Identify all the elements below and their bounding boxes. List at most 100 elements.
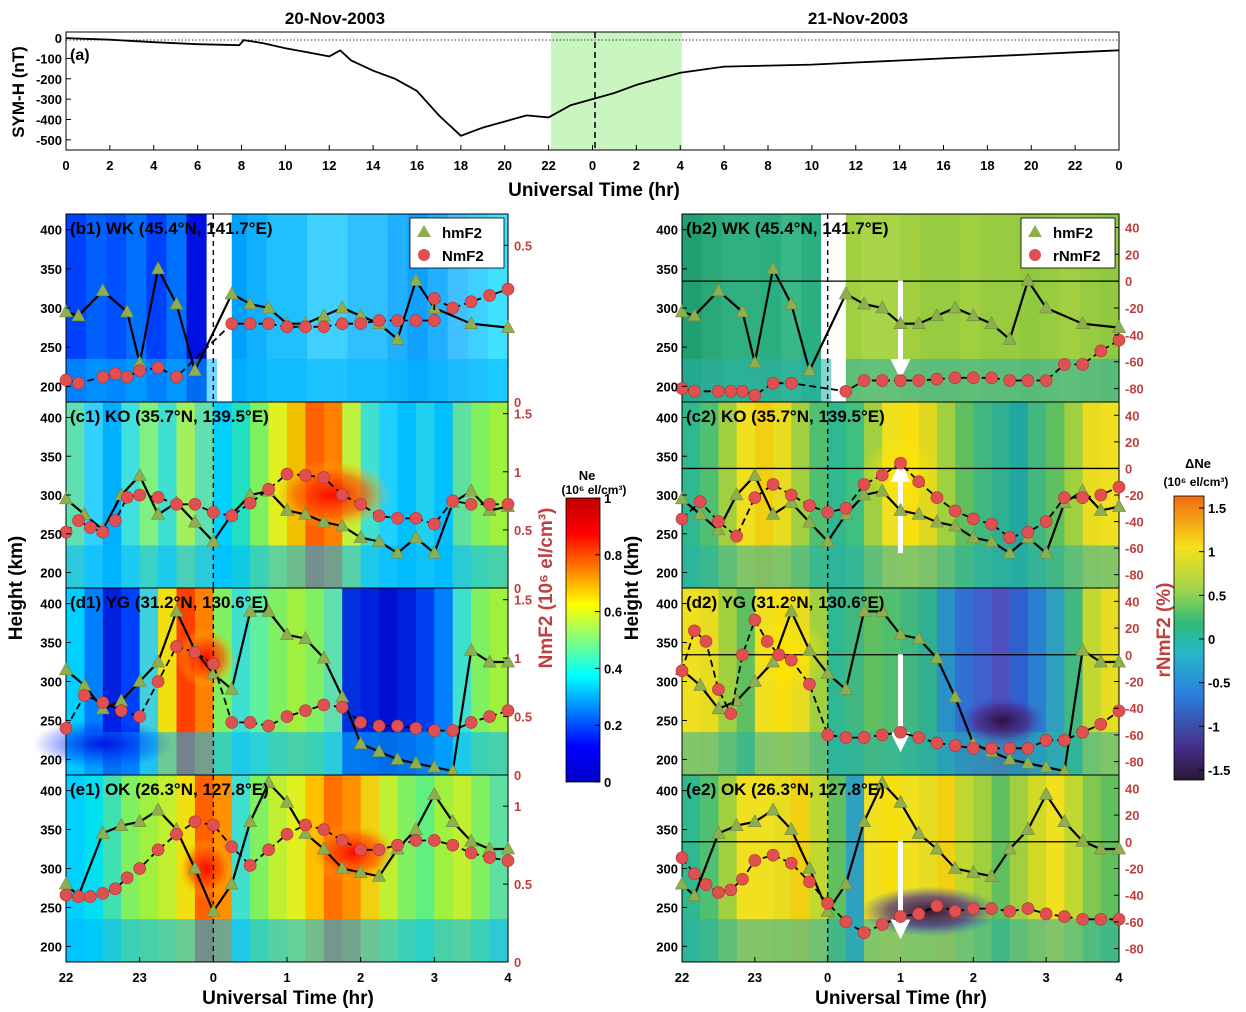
rNmF2-point [1094,488,1108,502]
hmF2-point [838,876,853,890]
right-tick-label: -80 [1125,942,1144,957]
height-tick-label: 300 [40,862,62,877]
hmF2-point [674,304,690,318]
NmF2-point [207,506,220,519]
NmF2-point [262,843,275,857]
top-xtick-label: 14 [892,158,907,173]
NmF2-point [354,317,367,330]
top-ylabel: SYM-H (nT) [9,46,28,138]
hmF2-point [243,603,258,617]
right-cbar-unit: (10⁶ el/cm³) [1164,475,1229,489]
rNmF2-point [724,384,738,398]
hmF2-point [1093,654,1108,668]
rNmF2-point [688,867,701,881]
NmF2-point [96,370,110,384]
rNmF2-point [1058,491,1071,504]
density-strip [231,588,251,775]
rNmF2-point [821,896,834,910]
right-cbar-title: ΔNe [1185,456,1211,471]
NmF2-point [299,818,312,832]
hmF2-point [929,841,944,855]
hmF2-point [464,316,479,329]
hmF2-point [966,864,981,878]
panel-c1: (c1) KO (35.7°N, 139.5°E) 200 250 300 350 400… [40,401,532,596]
right-tick-label: 0 [514,395,521,410]
rNmF2-point [1003,741,1017,755]
NmF2-point [446,301,460,315]
NmF2-point [72,376,85,390]
hmF2-point [784,821,799,835]
NmF2-point [96,887,110,900]
hmF2-point [911,631,926,644]
panel-title: (c1) KO (35.7°N, 139.5°E) [70,407,269,426]
hmF2-point [71,308,86,322]
NmF2-point [280,467,294,481]
hmF2-point [151,261,166,275]
rNmF2-point [875,468,889,482]
xtick-label: 0 [824,970,831,985]
hmF2-point [747,673,762,687]
NmF2-point [280,710,294,723]
density-strip [287,214,308,402]
xtick-label: 22 [675,970,689,985]
rNmF2-point [772,648,786,662]
panel-title: (e1) OK (26.3°N, 127.8°E) [70,780,269,799]
date-right: 21-Nov-2003 [808,9,908,28]
hmF2-point [372,743,387,757]
density-feature [957,695,1048,746]
density-strip [773,402,792,588]
NmF2-point [84,890,97,903]
NmF2-point [207,818,220,832]
density-strip [936,588,956,775]
hmF2-point [711,825,726,839]
hmF2-point [693,506,708,520]
top-ytick-label: -300 [36,92,62,107]
NmF2-point [335,317,349,330]
hmF2-point [711,283,726,297]
hmF2-point [500,654,516,668]
legend-label-hmF2: hmF2 [1053,225,1093,242]
height-tick-label: 400 [656,597,678,612]
density-strip [158,775,178,962]
xtick-label: 4 [504,970,512,985]
hmF2-point [353,736,368,750]
hmF2-point [875,483,890,497]
density-strip [1064,402,1084,588]
hmF2-point [838,681,853,695]
rNmF2-point [736,648,749,662]
rNmF2-point [675,664,689,678]
top-yticks: 0 -100 -200 -300 -400 -500 [36,31,71,148]
top-xlabel: Universal Time (hr) [508,180,680,201]
density-strip [718,402,738,588]
top-ytick-label: -100 [36,51,62,66]
rNmF2-point [1021,374,1035,387]
NmF2-point [188,815,202,829]
hmF2-point [206,533,221,547]
hmF2-point [1111,654,1127,668]
storm-shade [551,32,682,150]
hmF2-point [58,662,74,676]
NmF2-point [151,675,165,688]
density-strip [102,775,122,962]
hmF2-point [1002,751,1017,765]
hmF2-point [316,841,331,855]
hmF2-point [206,903,221,917]
date-left: 20-Nov-2003 [285,9,385,28]
rNmF2-point [967,512,980,526]
rNmF2-point [1112,912,1126,926]
rNmF2-point [730,529,743,543]
NmF2-point [483,710,496,723]
left-ylabel: Height (km) [6,536,27,641]
symh-series [65,37,1120,137]
right-tick-label: -20 [1125,675,1144,690]
rNmF2-point [724,707,738,720]
density-strip [1046,588,1065,775]
density-strip [718,588,738,775]
NmF2-point [354,716,367,729]
panel-c2: (c2) KO (35.7°N, 139.5°E)200250300350400… [656,401,1144,589]
hmF2-point [261,775,276,789]
top-xtick-label: 2 [633,158,640,173]
panel-title: (c2) KO (35.7°N, 139.5°E) [686,407,885,426]
rNmF2-point [894,910,907,923]
density-strip [736,402,756,588]
